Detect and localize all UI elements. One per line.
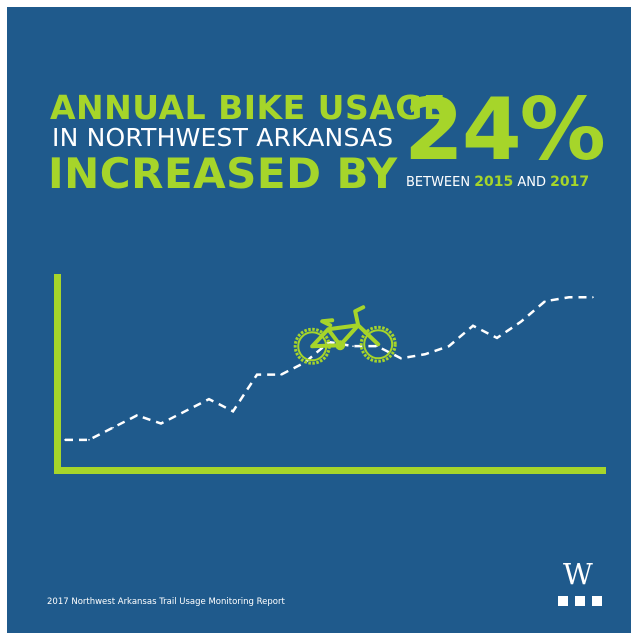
data-point: [592, 296, 594, 299]
data-point: [352, 345, 354, 347]
logo-letter: W: [563, 557, 593, 591]
data-point: [160, 422, 162, 425]
data-point: [112, 426, 114, 429]
percent-increase: 24%: [404, 80, 606, 180]
logo-square: [592, 596, 602, 606]
year-start: 2015: [474, 174, 514, 190]
data-point: [280, 373, 282, 376]
usage-series-points: [64, 296, 594, 441]
year-end: 2017: [550, 174, 590, 190]
headline-line-3: INCREASED BY: [48, 149, 398, 198]
source-caption: 2017 Northwest Arkansas Trail Usage Moni…: [47, 597, 285, 607]
data-point: [544, 300, 546, 303]
infographic-panel: ANNUAL BIKE USAGE IN NORTHWEST ARKANSAS …: [7, 7, 631, 633]
data-point: [496, 337, 498, 339]
data-point: [184, 410, 186, 413]
data-point: [256, 373, 258, 376]
data-point: [136, 414, 138, 417]
data-point: [400, 357, 402, 360]
usage-chart: [54, 274, 606, 474]
headline-line-2: IN NORTHWEST ARKANSAS: [52, 123, 394, 152]
period-label: BETWEEN 2015 AND 2017: [406, 175, 589, 189]
data-point: [472, 324, 474, 327]
data-point: [448, 345, 450, 347]
logo-square: [575, 596, 585, 606]
bicycle-icon: [293, 305, 397, 365]
headline-line-1: ANNUAL BIKE USAGE: [50, 88, 446, 127]
data-point: [88, 439, 90, 441]
and-word: AND: [517, 175, 546, 190]
logo-square: [558, 596, 568, 606]
data-point: [208, 398, 210, 400]
data-point: [64, 439, 66, 441]
between-word: BETWEEN: [406, 175, 471, 190]
data-point: [424, 353, 426, 356]
logo-squares: [558, 596, 602, 606]
data-point: [520, 320, 522, 323]
data-point: [232, 410, 234, 413]
data-point: [568, 296, 570, 299]
